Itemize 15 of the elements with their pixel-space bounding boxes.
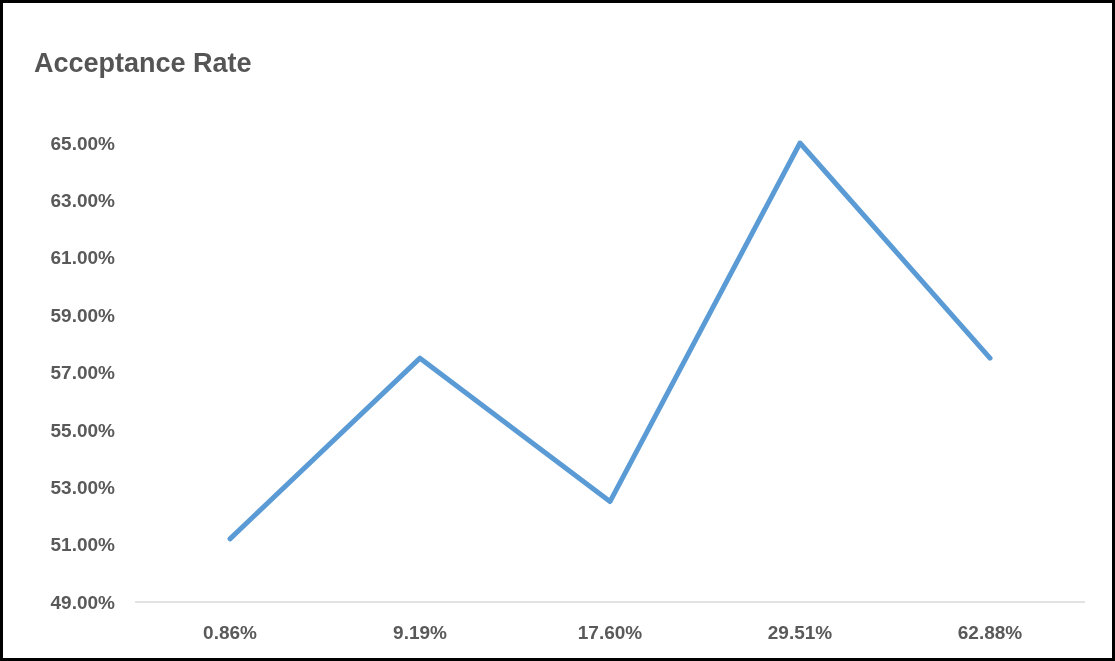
y-tick-label: 65.00%	[50, 132, 116, 154]
y-tick-label: 51.00%	[50, 534, 116, 556]
y-tick-label: 53.00%	[50, 476, 116, 498]
x-tick-label: 29.51%	[767, 621, 833, 643]
y-tick-label: 57.00%	[50, 362, 116, 384]
y-tick-label: 49.00%	[50, 591, 116, 613]
x-tick-label: 9.19%	[393, 621, 448, 643]
chart-title: Acceptance Rate	[34, 48, 252, 78]
x-tick-label: 62.88%	[957, 621, 1023, 643]
y-tick-label: 63.00%	[50, 190, 116, 212]
y-tick-label: 61.00%	[50, 247, 116, 269]
y-tick-label: 59.00%	[50, 304, 116, 326]
x-tick-label: 17.60%	[577, 621, 643, 643]
x-tick-label: 0.86%	[203, 621, 258, 643]
y-tick-label: 55.00%	[50, 419, 116, 441]
